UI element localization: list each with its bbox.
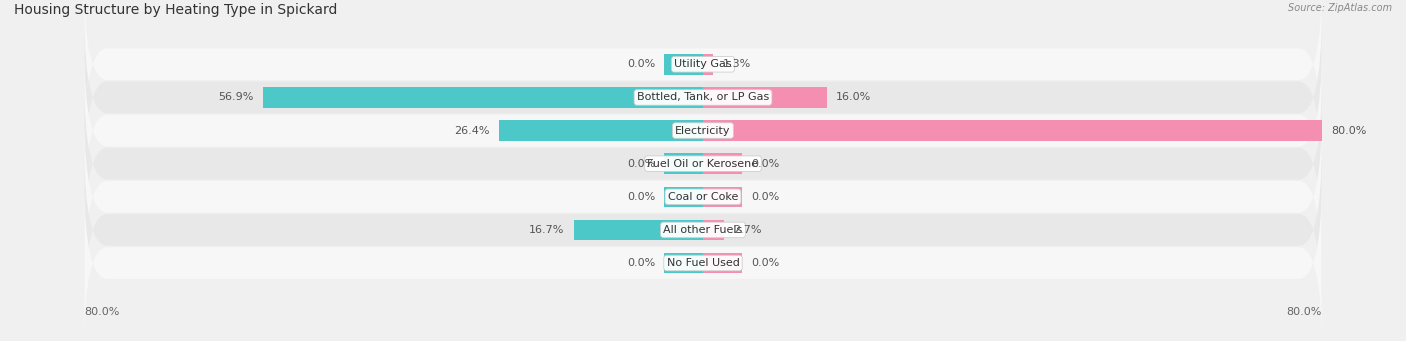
FancyBboxPatch shape: [84, 146, 1322, 313]
Bar: [499, 120, 703, 141]
Text: 0.0%: 0.0%: [751, 192, 779, 202]
Bar: [703, 153, 742, 174]
FancyBboxPatch shape: [84, 180, 1322, 341]
Text: All other Fuels: All other Fuels: [664, 225, 742, 235]
Text: Coal or Coke: Coal or Coke: [668, 192, 738, 202]
Bar: [703, 253, 742, 273]
Text: 16.0%: 16.0%: [837, 92, 872, 102]
Bar: [703, 120, 1322, 141]
Text: 0.0%: 0.0%: [627, 59, 655, 69]
FancyBboxPatch shape: [84, 113, 1322, 280]
Bar: [703, 187, 742, 207]
Text: 80.0%: 80.0%: [1286, 307, 1322, 317]
FancyBboxPatch shape: [84, 47, 1322, 214]
Bar: [263, 87, 703, 108]
Bar: [665, 54, 703, 75]
Text: 0.0%: 0.0%: [751, 258, 779, 268]
Bar: [665, 187, 703, 207]
Text: 16.7%: 16.7%: [529, 225, 565, 235]
Text: 0.0%: 0.0%: [627, 159, 655, 169]
FancyBboxPatch shape: [84, 14, 1322, 181]
Bar: [703, 54, 713, 75]
Bar: [574, 220, 703, 240]
Bar: [665, 253, 703, 273]
Text: 0.0%: 0.0%: [627, 258, 655, 268]
Text: 56.9%: 56.9%: [218, 92, 253, 102]
FancyBboxPatch shape: [84, 0, 1322, 148]
Text: 2.7%: 2.7%: [733, 225, 762, 235]
Text: Fuel Oil or Kerosene: Fuel Oil or Kerosene: [647, 159, 759, 169]
Text: 80.0%: 80.0%: [1331, 125, 1367, 136]
Bar: [665, 153, 703, 174]
Text: No Fuel Used: No Fuel Used: [666, 258, 740, 268]
Text: 26.4%: 26.4%: [454, 125, 489, 136]
Text: 0.0%: 0.0%: [751, 159, 779, 169]
Text: 80.0%: 80.0%: [84, 307, 120, 317]
Text: Source: ZipAtlas.com: Source: ZipAtlas.com: [1288, 3, 1392, 13]
Text: Bottled, Tank, or LP Gas: Bottled, Tank, or LP Gas: [637, 92, 769, 102]
Bar: [703, 220, 724, 240]
Bar: [703, 87, 827, 108]
Text: 1.3%: 1.3%: [723, 59, 751, 69]
Text: Housing Structure by Heating Type in Spickard: Housing Structure by Heating Type in Spi…: [14, 3, 337, 17]
Text: 0.0%: 0.0%: [627, 192, 655, 202]
Text: Electricity: Electricity: [675, 125, 731, 136]
Text: Utility Gas: Utility Gas: [675, 59, 731, 69]
FancyBboxPatch shape: [84, 80, 1322, 247]
